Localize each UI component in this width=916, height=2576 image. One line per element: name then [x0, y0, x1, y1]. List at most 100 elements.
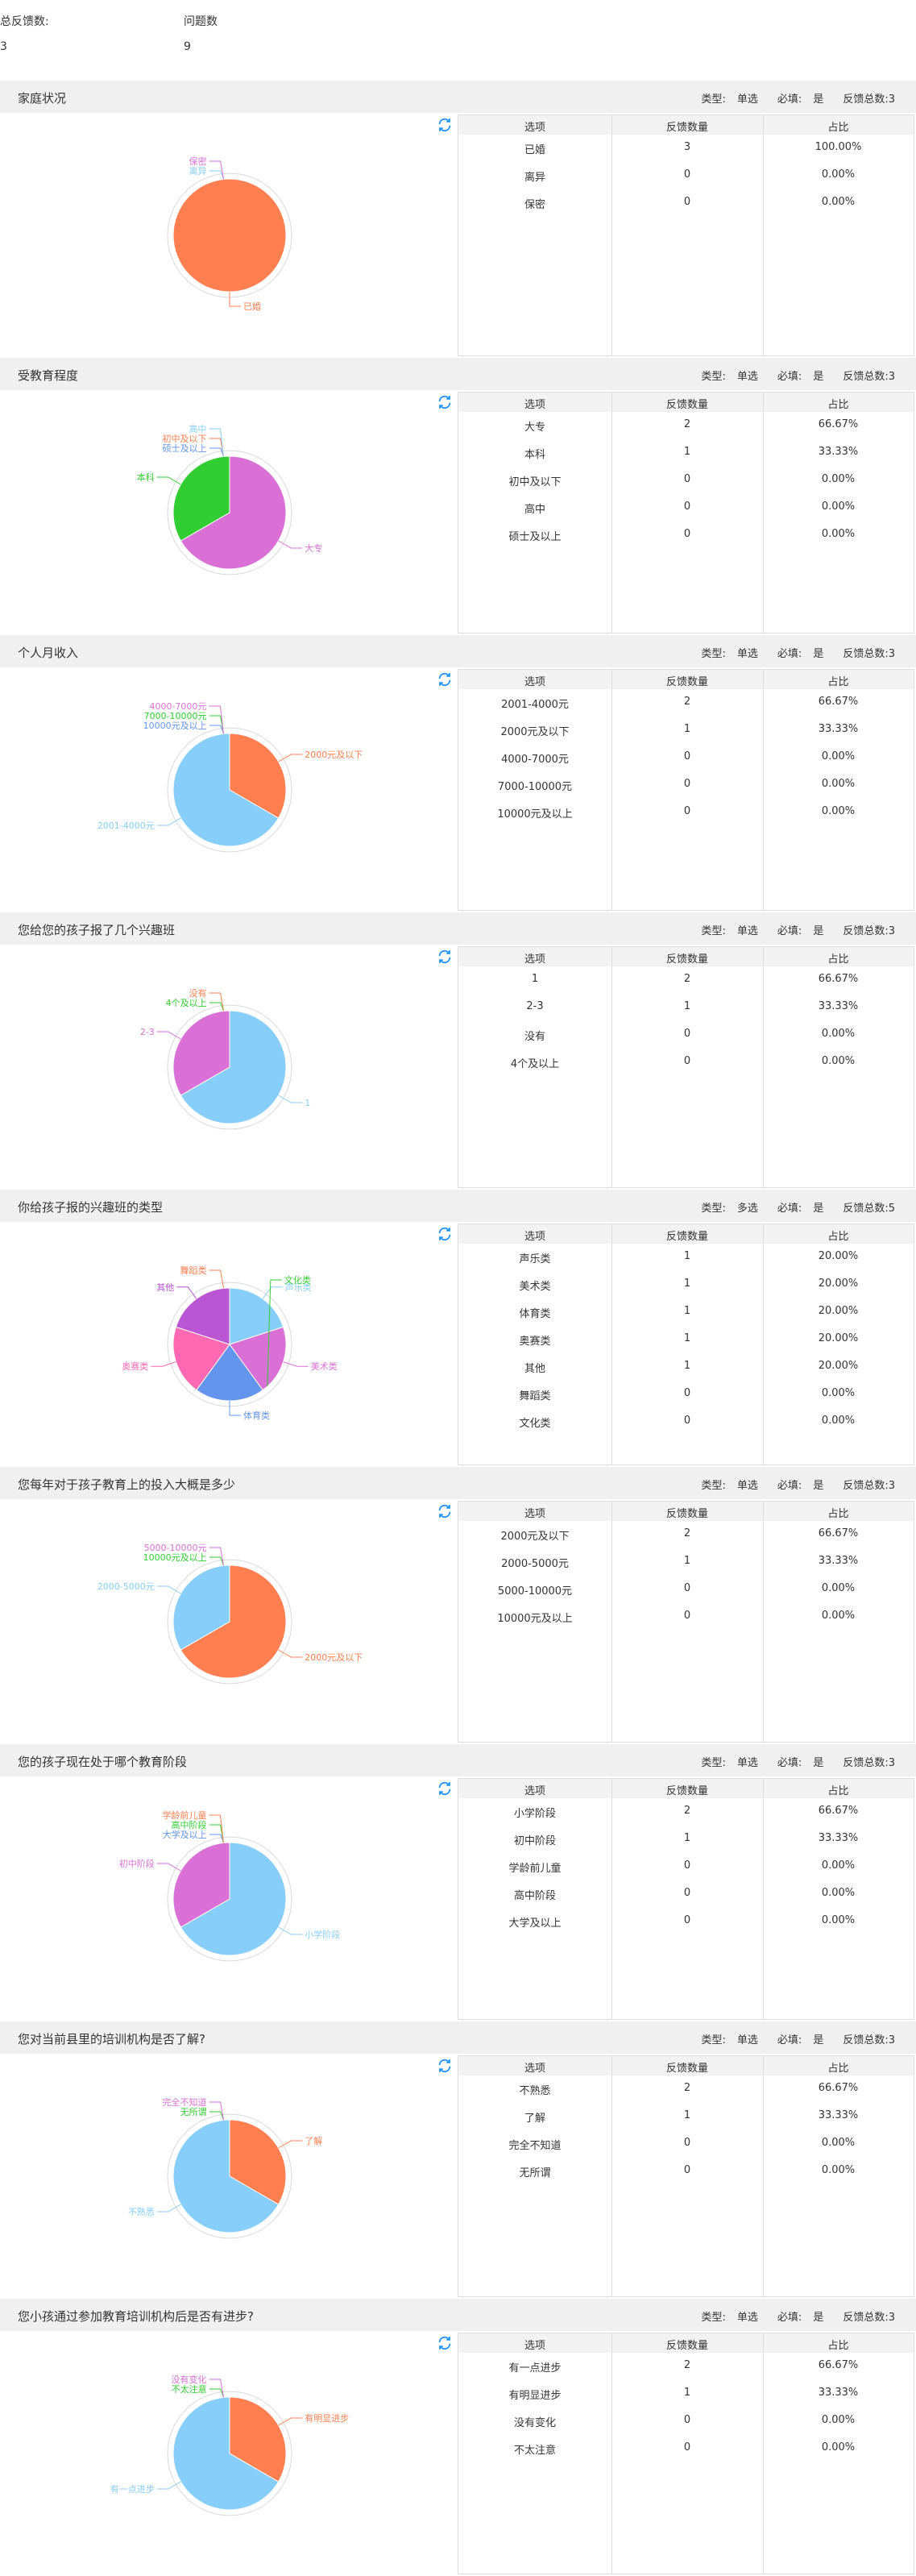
label-leader-line — [209, 170, 225, 180]
pie-chart: 小学阶段 初中阶段 大学及以上 高中阶段 学龄前儿童 — [0, 1776, 459, 2021]
refresh-glyph — [438, 118, 451, 132]
column-divider — [611, 1502, 612, 1742]
table-header: 选项 反馈数量 占比 — [458, 670, 914, 689]
required-value: 是 — [813, 648, 824, 660]
header-count: 反馈数量 — [665, 1508, 708, 1520]
refresh-icon[interactable] — [436, 2334, 454, 2352]
pie-slice[interactable] — [172, 2119, 280, 2233]
total-value: 3 — [888, 1757, 895, 1769]
required-label: 必填: — [777, 1480, 802, 1492]
slice-label: 2000元及以下 — [305, 1652, 363, 1663]
row-count: 1 — [683, 2387, 691, 2399]
pie-slice[interactable] — [180, 455, 287, 570]
header-option: 选项 — [524, 2063, 545, 2075]
pie-slice[interactable] — [175, 1287, 230, 1345]
total-value: 3 — [888, 93, 895, 106]
table-row: 有明显进步 1 33.33% — [458, 2380, 914, 2408]
pie-slice[interactable] — [172, 2396, 280, 2511]
label-leader-line — [209, 2111, 225, 2121]
column-divider — [763, 2056, 764, 2296]
refresh-icon[interactable] — [436, 116, 454, 134]
pie-slice[interactable] — [229, 1326, 287, 1391]
column-divider — [763, 1779, 764, 2019]
question-block: 受教育程度 类型: 单选 必填: 是反馈总数:3 大专 本科 硕士及以上 初中及以下 高中 选项 反馈… — [0, 358, 916, 635]
row-ratio: 0.00% — [821, 1028, 856, 1040]
row-option: 学龄前儿童 — [508, 1863, 562, 1875]
column-divider — [763, 947, 764, 1187]
row-count: 1 — [683, 1278, 691, 1290]
table-row: 完全不知道 0 0.00% — [458, 2130, 914, 2158]
row-option: 保密 — [524, 199, 545, 211]
refresh-icon[interactable] — [436, 1502, 454, 1520]
row-option: 有一点进步 — [508, 2362, 562, 2374]
label-leader-line — [209, 1814, 224, 1843]
row-ratio: 0.00% — [821, 1055, 856, 1067]
refresh-glyph — [438, 2059, 451, 2073]
row-count: 2 — [683, 2359, 691, 2371]
type-label: 类型: — [701, 1757, 726, 1769]
required-value: 是 — [813, 925, 824, 937]
label-leader-line — [283, 1361, 309, 1367]
label-leader-line — [209, 725, 225, 734]
label-leader-line — [262, 1286, 283, 1299]
row-option: 离异 — [524, 172, 545, 184]
refresh-glyph — [438, 1781, 451, 1796]
label-leader-line — [229, 292, 241, 307]
label-leader-line — [209, 2379, 225, 2398]
refresh-icon[interactable] — [436, 1780, 454, 1797]
row-ratio: 0.00% — [821, 2137, 856, 2149]
pie-slice[interactable] — [229, 1287, 284, 1345]
slice-label: 小学阶段 — [305, 1929, 340, 1940]
row-count: 1 — [683, 1832, 691, 1844]
label-leader-line — [209, 160, 225, 180]
row-option: 其他 — [524, 1363, 545, 1375]
table-row: 5000-10000元 0 0.00% — [458, 1576, 914, 1603]
refresh-icon[interactable] — [436, 2057, 454, 2075]
question-header: 您小孩通过参加教育培训机构后是否有进步? 类型: 单选 必填: 是 反馈总数:3 — [0, 2299, 916, 2331]
question-title: 受教育程度 — [18, 368, 79, 383]
row-ratio: 66.67% — [818, 696, 859, 708]
label-leader-line — [156, 1585, 181, 1594]
pie-outline — [167, 1004, 292, 1130]
row-count: 1 — [683, 1305, 691, 1317]
label-leader-line — [156, 1031, 181, 1040]
row-ratio: 0.00% — [821, 168, 856, 181]
row-count: 0 — [683, 1859, 691, 1872]
pie-slice[interactable] — [172, 733, 280, 847]
pie-slice[interactable] — [196, 1344, 263, 1402]
slice-label: 没有变化 — [172, 2374, 207, 2385]
refresh-glyph — [438, 395, 451, 409]
total-label: 反馈总数: — [843, 648, 889, 660]
refresh-icon[interactable] — [436, 948, 454, 966]
pie-slice[interactable] — [180, 1842, 287, 1956]
table-row: 初中及以下 0 0.00% — [458, 467, 914, 494]
refresh-icon[interactable] — [436, 671, 454, 688]
required-label: 必填: — [777, 93, 802, 106]
label-leader-line — [229, 1401, 241, 1416]
label-leader-line — [278, 754, 303, 762]
total-value: 3 — [888, 2034, 895, 2046]
row-count: 2 — [683, 2082, 691, 2094]
table-row: 4个及以上 0 0.00% — [458, 1049, 914, 1076]
row-count: 2 — [683, 696, 691, 708]
table-header: 选项 反馈数量 占比 — [458, 1224, 914, 1244]
row-option: 10000元及以上 — [497, 1613, 573, 1625]
row-ratio: 0.00% — [821, 2441, 856, 2453]
type-label: 类型: — [701, 1203, 726, 1215]
refresh-icon[interactable] — [436, 1225, 454, 1243]
pie-slice[interactable] — [180, 1564, 287, 1679]
pie-slice[interactable] — [172, 178, 287, 293]
slice-label: 舞蹈类 — [180, 1265, 207, 1276]
row-ratio: 0.00% — [821, 778, 856, 790]
table-row: 2-3 1 33.33% — [458, 994, 914, 1021]
row-ratio: 0.00% — [821, 2414, 856, 2426]
row-ratio: 0.00% — [821, 1387, 856, 1399]
refresh-icon[interactable] — [436, 393, 454, 411]
row-ratio: 100.00% — [814, 141, 862, 153]
row-option: 了解 — [524, 2113, 545, 2125]
column-divider — [763, 393, 764, 633]
required-value: 是 — [813, 1480, 824, 1492]
table-header: 选项 反馈数量 占比 — [458, 2333, 914, 2353]
pie-slice[interactable] — [180, 1010, 287, 1124]
pie-slice[interactable] — [172, 1326, 230, 1391]
